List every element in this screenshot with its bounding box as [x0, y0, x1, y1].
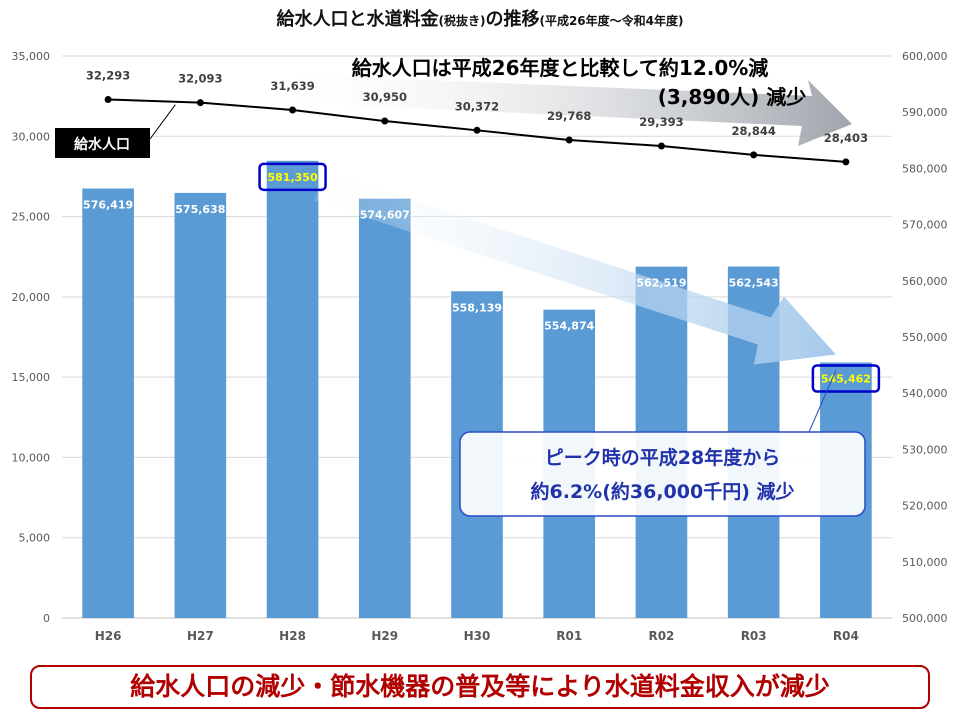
- population-value-label: 29,393: [639, 115, 683, 129]
- bar-value-label: 545,462: [821, 373, 871, 386]
- x-axis-tick-label: R04: [833, 629, 859, 643]
- highlight-box: [811, 364, 881, 393]
- bar-value-label: 581,350: [268, 171, 318, 184]
- population-value-label: 28,403: [824, 131, 868, 145]
- right-axis-tick-label: 570,000: [902, 219, 948, 232]
- right-axis-tick-label: 590,000: [902, 106, 948, 119]
- revenue-note-line2: 約6.2%(約36,000千円) 減少: [531, 480, 795, 503]
- bar-value-label: 554,874: [544, 320, 594, 333]
- bar-value-label: 575,638: [175, 203, 225, 216]
- x-axis-tick-label: H26: [95, 629, 122, 643]
- right-axis-tick-label: 550,000: [902, 331, 948, 344]
- population-value-label: 31,639: [270, 79, 314, 93]
- population-value-label: 30,950: [363, 90, 407, 104]
- population-series-label: 給水人口: [74, 136, 130, 153]
- right-axis-tick-label: 530,000: [902, 443, 948, 456]
- combo-chart: 0 5,000 10,000 15,000 20,000 25,000 30,000 35,0…: [0, 42, 960, 654]
- population-point: [289, 106, 297, 114]
- title-suffix: の推移: [485, 9, 540, 30]
- title-small: (税抜き): [438, 14, 486, 28]
- population-value-label: 32,093: [178, 72, 222, 86]
- conclusion-text: 給水人口の減少・節水機器の普及等により水道料金収入が減少: [130, 672, 830, 701]
- x-axis-tick-label: H27: [187, 629, 214, 643]
- bar-value-label: 576,419: [83, 199, 133, 212]
- revenue-decrease-arrow: [314, 170, 836, 365]
- population-point: [750, 151, 758, 159]
- left-axis-tick-label: 35,000: [12, 50, 51, 63]
- population-point: [842, 158, 850, 166]
- x-axis-tick-label: H30: [464, 629, 491, 643]
- decrease-trend-arrow: [282, 74, 852, 146]
- population-point: [565, 136, 573, 144]
- right-axis-tick-label: 580,000: [902, 162, 948, 175]
- revenue-bar: [82, 188, 134, 619]
- population-leader-line: [149, 104, 176, 140]
- left-axis-tick-label: 10,000: [12, 451, 51, 464]
- chart-title: 給水人口と水道料金(税抜き)の推移(平成26年度～令和4年度): [0, 0, 960, 40]
- population-note-line2: (3,890人) 減少: [658, 85, 807, 109]
- conclusion-box: 給水人口の減少・節水機器の普及等により水道料金収入が減少: [30, 665, 930, 709]
- bar-value-label: 558,139: [452, 301, 502, 314]
- right-axis-tick-label: 500,000: [902, 612, 948, 625]
- right-axis-tick-label: 540,000: [902, 387, 948, 400]
- revenue-callout-leader: [808, 370, 837, 433]
- left-axis-tick-label: 0: [43, 612, 50, 625]
- revenue-bar: [174, 192, 227, 619]
- x-axis-tick-label: R01: [556, 629, 582, 643]
- left-axis-tick-label: 5,000: [19, 532, 51, 545]
- right-axis-tick-label: 520,000: [902, 500, 948, 513]
- revenue-note-line1: ピーク時の平成28年度から: [545, 446, 780, 469]
- right-axis-tick-label: 510,000: [902, 556, 948, 569]
- population-point: [473, 126, 481, 134]
- left-axis-tick-label: 20,000: [12, 291, 51, 304]
- bar-value-label: 562,519: [636, 277, 686, 290]
- title-main: 給水人口と水道料金: [276, 9, 439, 30]
- revenue-bar: [358, 198, 411, 618]
- population-point: [196, 99, 204, 107]
- population-point: [104, 95, 112, 103]
- population-point: [657, 142, 665, 150]
- left-axis-tick-label: 15,000: [12, 371, 51, 384]
- population-note-line1: 給水人口は平成26年度と比較して約12.0%減: [352, 56, 769, 80]
- highlight-box: [258, 162, 327, 192]
- right-axis-tick-label: 600,000: [902, 50, 948, 63]
- population-value-label: 28,844: [731, 124, 775, 138]
- revenue-callout-box: [459, 431, 866, 517]
- bar-value-label: 574,607: [360, 209, 410, 222]
- x-axis-tick-label: H28: [279, 629, 306, 643]
- x-axis-tick-label: H29: [371, 629, 398, 643]
- population-value-label: 32,293: [86, 68, 130, 82]
- title-period: (平成26年度～令和4年度): [539, 14, 684, 28]
- bar-value-label: 562,543: [729, 277, 779, 290]
- population-point: [381, 117, 389, 125]
- population-series-label-box: [55, 128, 150, 158]
- population-value-label: 30,372: [455, 99, 499, 113]
- revenue-bar: [266, 160, 319, 619]
- x-axis-tick-label: R02: [648, 629, 674, 643]
- left-axis-tick-label: 30,000: [12, 130, 51, 143]
- x-axis-tick-label: R03: [741, 629, 767, 643]
- left-axis-tick-label: 25,000: [12, 211, 51, 224]
- population-value-label: 29,768: [547, 109, 591, 123]
- right-axis-tick-label: 560,000: [902, 275, 948, 288]
